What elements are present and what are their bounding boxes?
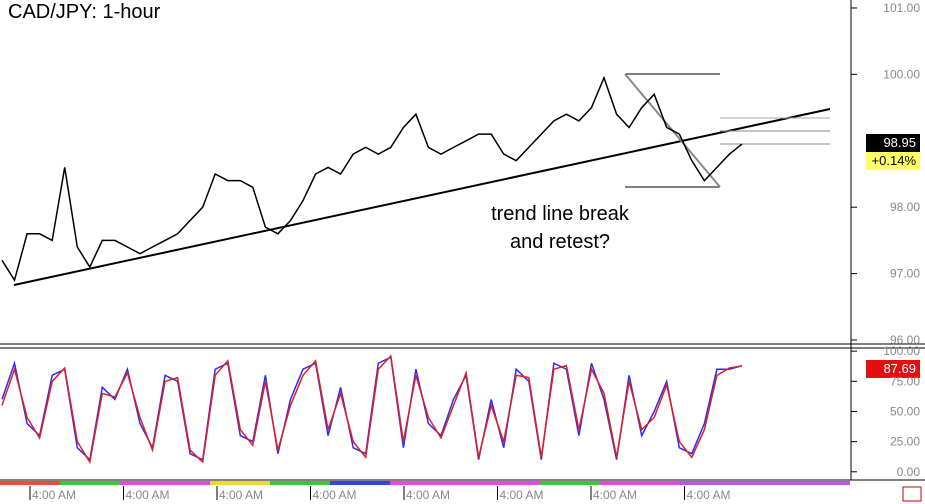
y-tick-label: 25.00 [890, 435, 920, 449]
stoch-last: 87.69 [883, 361, 916, 376]
change-tag [866, 152, 920, 170]
y-tick-label: 98.00 [890, 200, 920, 214]
x-tick-label: 4:00 AM [500, 488, 544, 502]
trend-line [13, 108, 831, 286]
price-tag [866, 134, 920, 152]
fib-box [624, 73, 830, 188]
y-tick-label: 50.00 [890, 404, 920, 418]
x-tick-label: 4:00 AM [593, 488, 637, 502]
x-tick-label: 4:00 AM [32, 488, 76, 502]
annotation: and retest? [510, 231, 610, 253]
y-tick-label: 100.00 [883, 344, 920, 358]
x-tick-label: 4:00 AM [687, 488, 731, 502]
price-line [1, 75, 743, 283]
stochastic-line [1, 354, 743, 465]
x-tick-label: 4:00 AM [126, 488, 170, 502]
y-tick-label: 101.00 [883, 1, 920, 15]
y-tick-label: 75.00 [890, 374, 920, 388]
last-price: 98.95 [883, 135, 916, 150]
chart-title: CAD/JPY: 1-hour [8, 1, 161, 23]
y-tick-label: 0.00 [897, 465, 921, 479]
y-tick-label: 100.00 [883, 67, 920, 81]
stoch-tag [866, 360, 920, 378]
time-strip [0, 481, 850, 485]
x-tick-label: 4:00 AM [406, 488, 450, 502]
x-tick-label: 4:00 AM [313, 488, 357, 502]
x-tick-label: 4:00 AM [219, 488, 263, 502]
change: +0.14% [872, 153, 917, 168]
scroll-button[interactable] [902, 486, 922, 502]
y-tick-label: 97.00 [890, 267, 920, 281]
y-tick-label: 96.00 [890, 333, 920, 347]
annotation: trend line break [491, 203, 630, 225]
